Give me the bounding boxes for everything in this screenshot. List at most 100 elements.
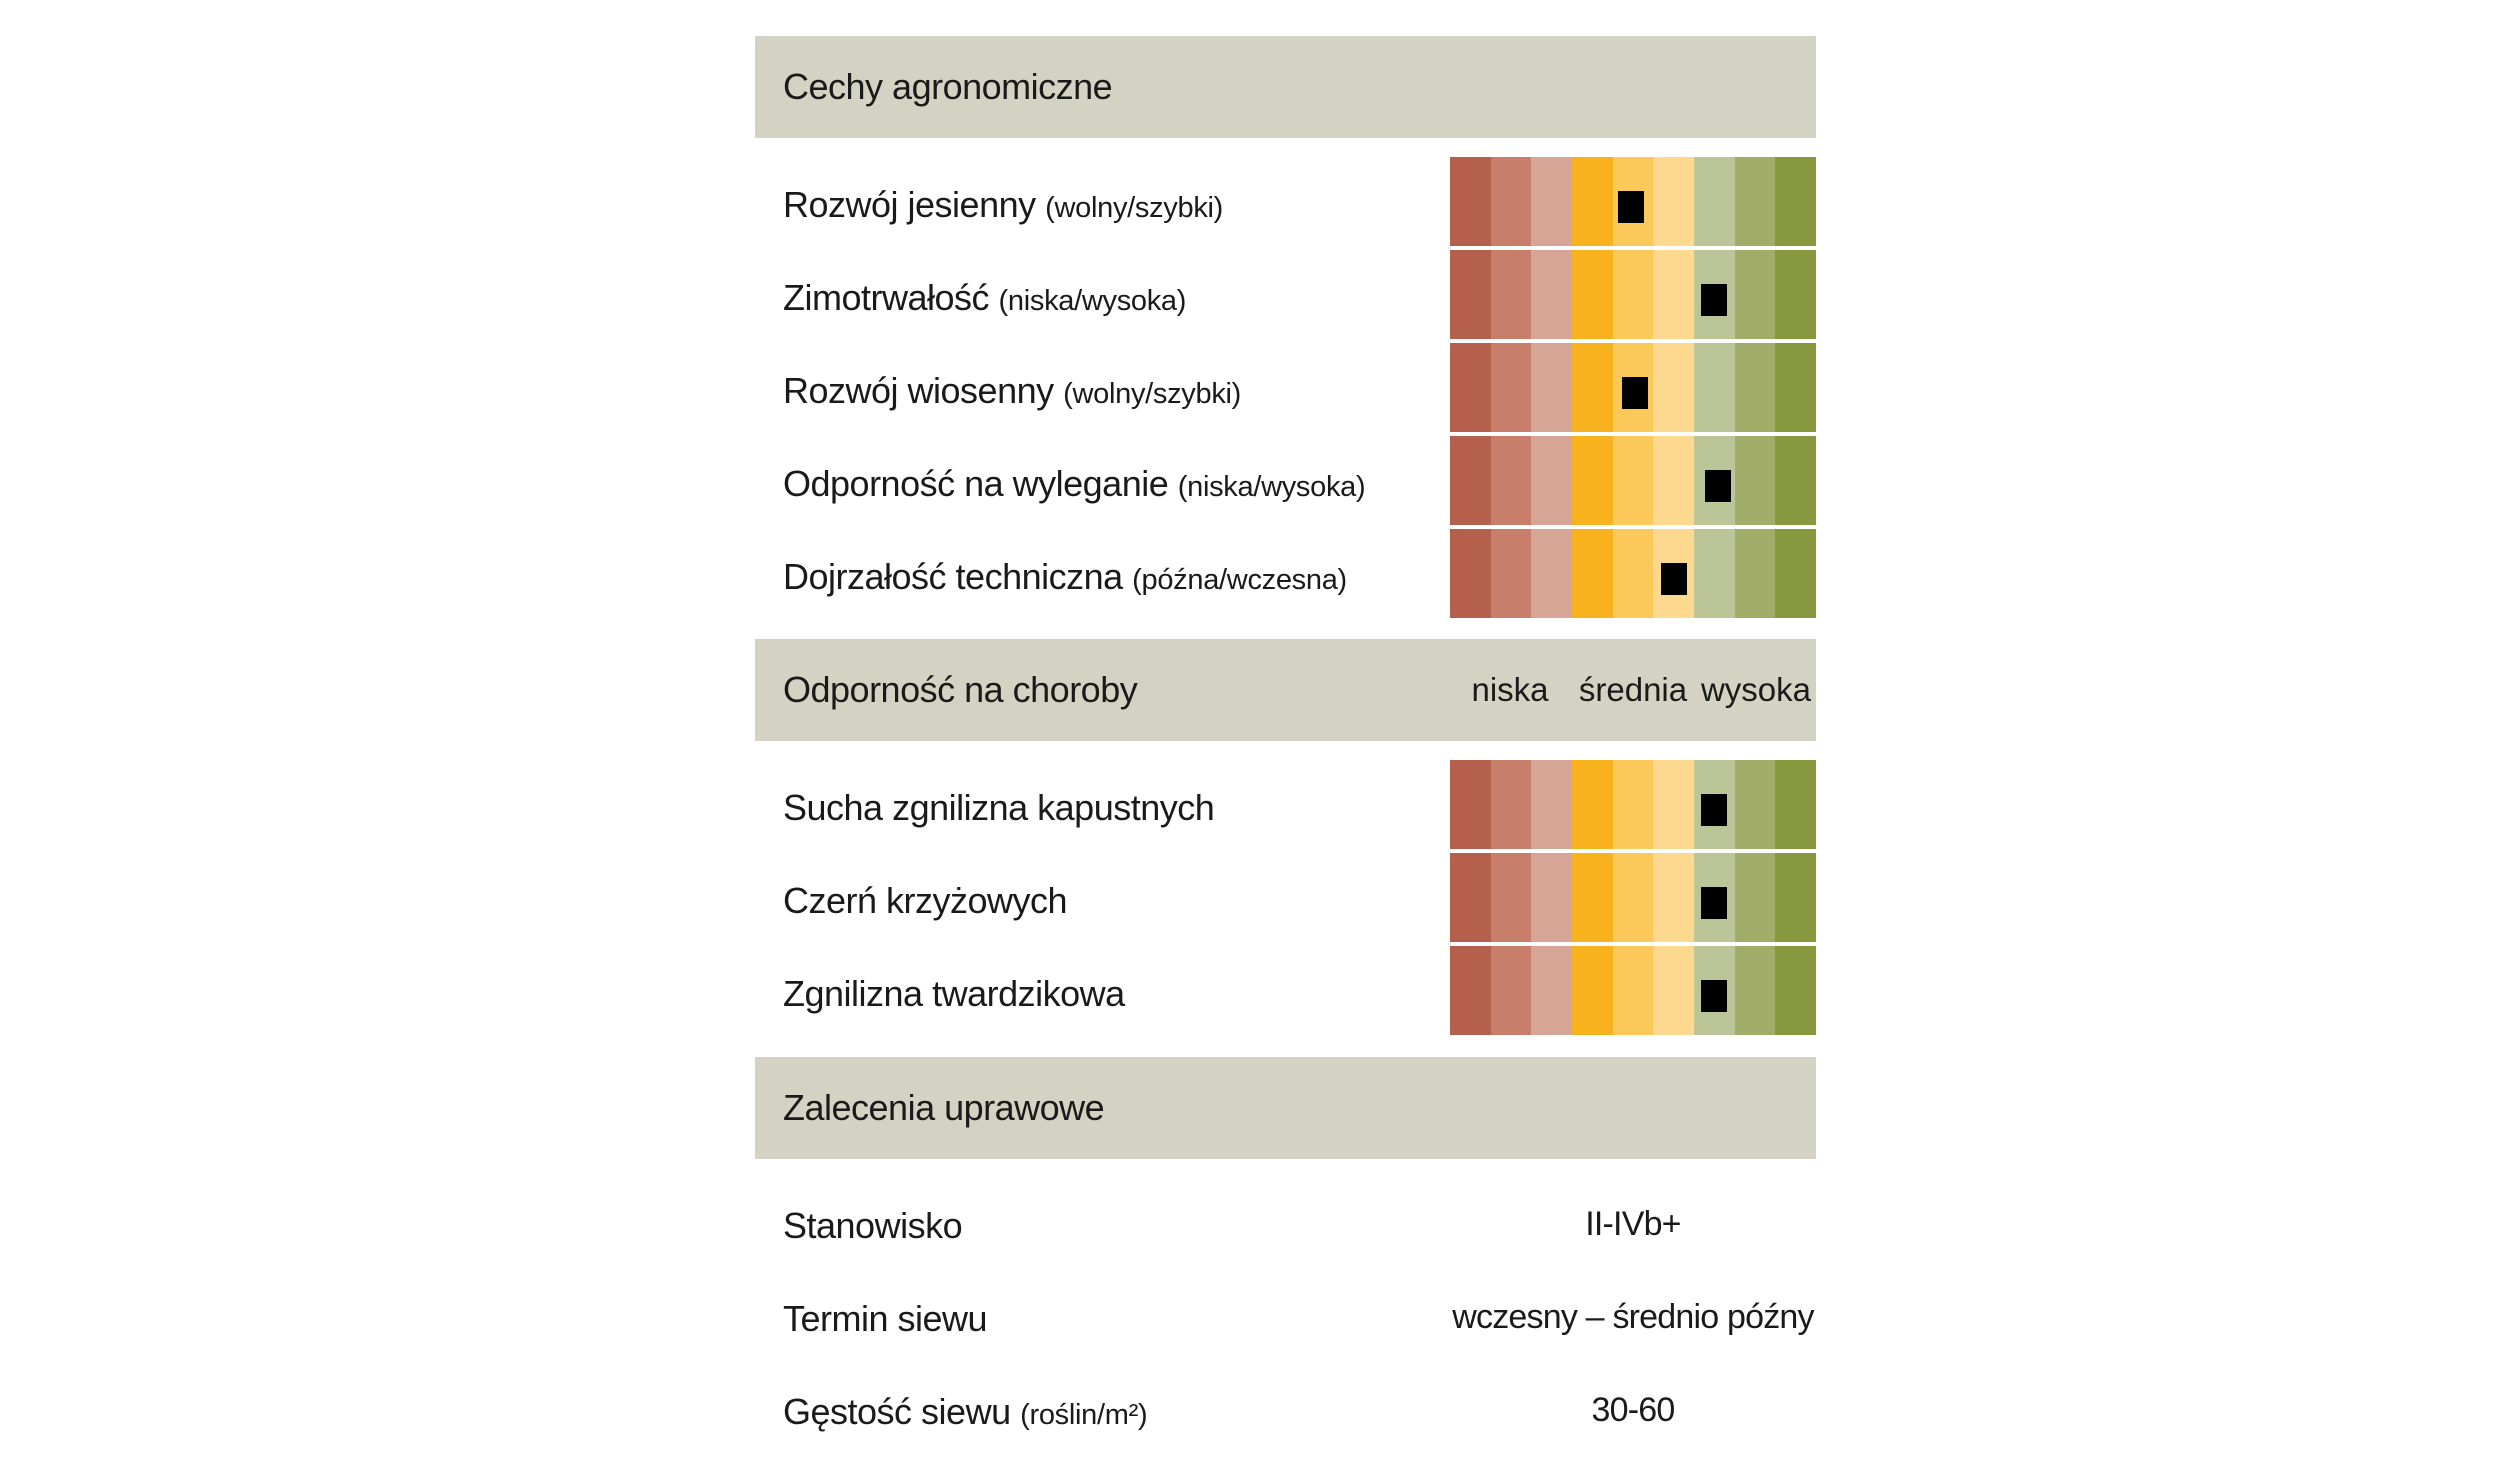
scale-segment [1775,946,1817,1035]
scale-label-high: wysoka [1700,671,1812,708]
scale-segment [1775,157,1817,246]
disease-row-label: Sucha zgnilizna kapustnych [783,787,1215,828]
recommendation-value: II-IVb+ [1585,1205,1681,1243]
scale-segment [1775,853,1817,942]
rating-marker [1660,563,1687,595]
recommendation-value: 30-60 [1591,1391,1676,1429]
scale-segment [1572,529,1613,618]
scale-segment [1653,436,1695,525]
scale-segment [1572,760,1613,849]
scale-segment [1612,853,1654,942]
scale-segment [1490,946,1532,1035]
scale-segment [1653,343,1695,432]
scale-segment [1734,853,1776,942]
scale-segment [1775,343,1817,432]
rating-scale [1450,157,1817,246]
row-unit: (wolny/szybki) [1063,378,1242,410]
scale-label-low: niska [1471,671,1549,708]
scale-segment [1450,529,1491,618]
scale-segment [1694,529,1735,618]
scale-segment [1450,343,1491,432]
row-unit: (wolny/szybki) [1045,192,1224,224]
scale-segment [1653,946,1695,1035]
scale-label-mid: średnia [1578,671,1688,708]
scale-segment [1734,760,1776,849]
section-title-disease: Odporność na choroby [783,669,1138,710]
rating-scale [1450,529,1817,618]
scale-segment [1572,946,1613,1035]
scale-segment [1734,157,1776,246]
scale-segment [1775,760,1817,849]
scale-segment [1612,946,1654,1035]
scale-segment [1734,343,1776,432]
agronomic-row-label: Dojrzałość techniczna (późna/wczesna) [783,556,1347,598]
rating-marker [1705,470,1732,502]
scale-segment [1775,250,1817,339]
disease-row-label: Zgnilizna twardzikowa [783,973,1125,1014]
scale-segment [1734,946,1776,1035]
scale-segment [1694,157,1735,246]
scale-segment [1775,436,1817,525]
row-title: Zimotrwałość [783,277,990,318]
section-title-recommendations: Zalecenia uprawowe [783,1087,1105,1128]
row-unit: (niska/wysoka) [1177,471,1366,503]
row-unit: (niska/wysoka) [998,285,1187,317]
rating-marker [1701,980,1728,1012]
row-title: Odporność na wyleganie [783,463,1169,504]
row-unit: (roślin/m²) [1020,1399,1148,1431]
rating-scale [1450,946,1817,1035]
rating-marker [1701,794,1728,826]
scale-segment [1450,853,1491,942]
scale-segment [1612,250,1654,339]
scale-segment [1490,250,1532,339]
rating-scale [1450,436,1817,525]
scale-segment [1653,157,1695,246]
scale-segment [1450,250,1491,339]
rating-scale [1450,343,1817,432]
scale-segment [1531,946,1573,1035]
disease-row-label: Czerń krzyżowych [783,880,1068,921]
section-header-disease: Odporność na choroby niska średnia wysok… [755,639,1816,741]
scale-segment [1572,157,1613,246]
row-title: Termin siewu [783,1298,988,1339]
row-title: Dojrzałość techniczna [783,556,1123,597]
row-unit: (późna/wczesna) [1132,564,1347,596]
recommendation-label: Gęstość siewu (roślin/m²) [783,1391,1148,1433]
scale-segment [1694,343,1735,432]
row-title: Rozwój jesienny [783,184,1036,225]
scale-legend: niska średnia wysoka [1450,639,1816,741]
recommendation-label: Stanowisko [783,1205,963,1247]
scale-segment [1531,436,1573,525]
scale-segment [1450,157,1491,246]
scale-segment [1572,250,1613,339]
recommendation-value: wczesny – średnio późny [1452,1298,1814,1336]
row-title: Gęstość siewu [783,1391,1011,1432]
rating-scale [1450,853,1817,942]
scale-segment [1572,436,1613,525]
scale-segment [1450,760,1491,849]
row-title: Rozwój wiosenny [783,370,1054,411]
scale-segment [1531,853,1573,942]
rating-scale [1450,250,1817,339]
scale-segment [1531,157,1573,246]
scale-segment [1490,436,1532,525]
agronomic-row-label: Rozwój wiosenny (wolny/szybki) [783,370,1241,412]
scale-segment [1734,250,1776,339]
agronomic-row-label: Zimotrwałość (niska/wysoka) [783,277,1186,319]
scale-segment [1490,853,1532,942]
agronomic-row-label: Odporność na wyleganie (niska/wysoka) [783,463,1366,505]
scale-segment [1531,343,1573,432]
rating-marker [1617,191,1644,223]
rating-marker [1701,887,1728,919]
scale-segment [1653,250,1695,339]
scale-segment [1490,343,1532,432]
scale-segment [1734,436,1776,525]
rating-scale [1450,760,1817,849]
agronomic-row-label: Rozwój jesienny (wolny/szybki) [783,184,1223,226]
recommendation-label: Termin siewu [783,1298,988,1340]
section-header-recommendations: Zalecenia uprawowe [755,1057,1816,1159]
scale-segment [1531,250,1573,339]
scale-segment [1653,760,1695,849]
rating-marker [1622,377,1649,409]
scale-segment [1612,529,1654,618]
